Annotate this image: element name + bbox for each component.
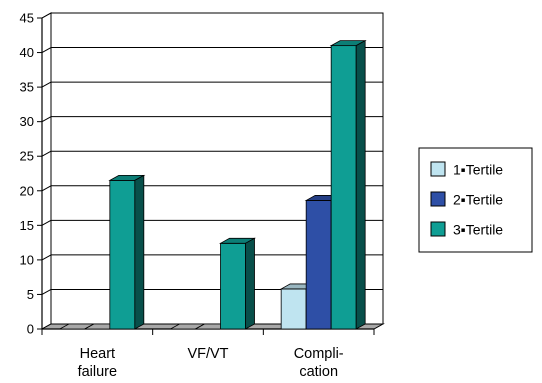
bar-front <box>330 45 357 330</box>
y-tick-label: 20 <box>20 183 34 198</box>
bar-side <box>245 237 255 330</box>
y-tick-label: 40 <box>20 45 34 60</box>
bar <box>329 39 367 330</box>
gridline-side <box>41 12 52 19</box>
legend-label: 3▪Tertile <box>453 222 503 238</box>
x-tick-label: Heart <box>80 346 115 362</box>
x-tick-label: cation <box>299 364 338 380</box>
legend-item: 1▪Tertile <box>430 161 503 178</box>
y-tick-label: 45 <box>20 11 34 26</box>
y-tick-label: 10 <box>20 252 34 267</box>
y-tick-label: 15 <box>20 218 34 233</box>
y-tick-label: 30 <box>20 114 34 129</box>
bar-front <box>220 242 246 330</box>
gridline-side <box>41 81 52 88</box>
legend: 1▪Tertile 2▪Tertile 3▪Tertile <box>418 147 533 253</box>
bar <box>108 174 146 330</box>
legend-item: 3▪Tertile <box>430 221 503 238</box>
x-tick-label: VF/VT <box>187 346 228 362</box>
x-tick-label: Compli- <box>294 346 344 362</box>
bar-front <box>305 200 332 330</box>
side-wall <box>41 12 52 330</box>
gridline-side <box>41 185 52 192</box>
gridline-side <box>41 219 52 226</box>
bar <box>218 237 257 330</box>
legend-swatch <box>430 191 446 207</box>
y-tick-label: 5 <box>27 287 34 302</box>
legend-label: 1▪Tertile <box>453 162 503 178</box>
y-tick-label: 35 <box>20 80 34 95</box>
y-tick-label: 25 <box>20 149 34 164</box>
bars <box>58 39 367 330</box>
y-axis-ticks: 0 5 10 15 20 25 30 35 40 45 <box>20 11 42 337</box>
legend-item: 2▪Tertile <box>430 191 503 208</box>
gridline-side <box>41 116 52 123</box>
bar-front <box>109 180 136 330</box>
y-tick-label: 0 <box>27 322 34 337</box>
legend-label: 2▪Tertile <box>453 192 503 208</box>
gridline-side <box>41 254 52 261</box>
legend-swatch <box>430 221 446 237</box>
bar-side <box>355 39 366 330</box>
bar-side <box>134 174 145 330</box>
gridline-side <box>41 47 52 53</box>
gridline-side <box>41 289 52 295</box>
bar-front <box>280 288 307 330</box>
gridline-side <box>41 150 52 157</box>
x-axis-labels: Heart failure VF/VT Compli-cation <box>41 329 375 380</box>
legend-swatch <box>430 161 446 177</box>
x-tick-label: failure <box>78 364 118 380</box>
